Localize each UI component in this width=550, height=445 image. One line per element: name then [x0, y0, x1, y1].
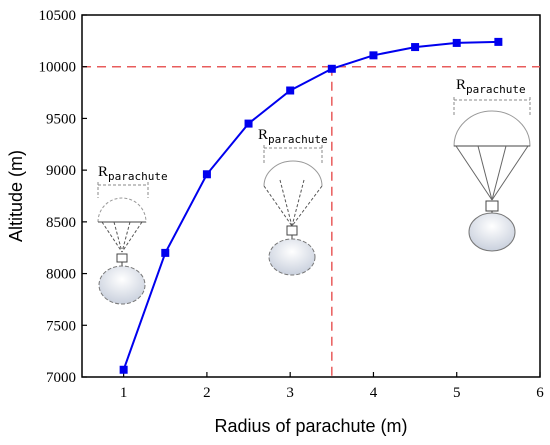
data-series [119, 37, 503, 374]
annotation-r-large: Rparachute [456, 77, 526, 96]
data-point [119, 365, 128, 374]
x-tick-label: 1 [120, 385, 128, 401]
parachute-illustration-medium [263, 145, 323, 276]
x-tick-label: 3 [286, 385, 294, 401]
data-point [411, 43, 420, 52]
data-point [161, 248, 170, 257]
y-tick-label: 8000 [46, 267, 76, 283]
x-tick-label: 6 [536, 385, 544, 401]
parachute-illustration-large [453, 97, 531, 252]
data-point [286, 86, 295, 95]
x-axis-label: Radius of parachute (m) [214, 416, 407, 436]
data-point [202, 170, 211, 179]
axis-tick-labels: 1 2 3 4 5 6 7000 7500 8000 8500 9000 9500 10000 10500 [39, 8, 545, 401]
y-tick-label: 10500 [39, 8, 77, 24]
data-point [494, 37, 503, 46]
annotation-r-small: Rparachute [98, 164, 168, 183]
series-line [122, 40, 499, 371]
y-tick-label: 10000 [39, 60, 77, 76]
x-tick-label: 4 [370, 385, 378, 401]
data-point [244, 119, 253, 128]
annotation-r-medium: Rparachute [258, 127, 328, 146]
plot-frame [81, 14, 541, 378]
x-tick-label: 5 [453, 385, 461, 401]
reference-lines [82, 65, 540, 377]
axis-ticks [82, 14, 541, 378]
data-point [327, 64, 336, 73]
y-tick-label: 9500 [46, 111, 76, 127]
data-point [452, 38, 461, 47]
y-axis-label: Altitude (m) [6, 150, 26, 242]
y-tick-label: 7500 [46, 318, 76, 334]
x-tick-label: 2 [203, 385, 211, 401]
data-point [369, 51, 378, 60]
parachute-illustration-small [97, 182, 149, 305]
y-tick-label: 9000 [46, 163, 76, 179]
y-tick-label: 8500 [46, 215, 76, 231]
y-tick-label: 7000 [46, 370, 76, 386]
